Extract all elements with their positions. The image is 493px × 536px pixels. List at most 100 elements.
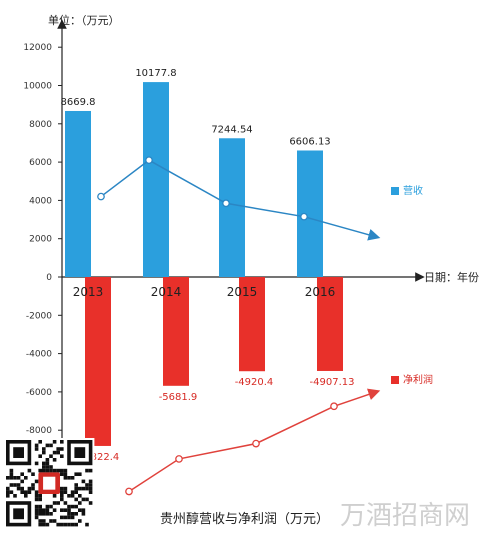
- qr-module: [49, 465, 53, 469]
- qr-module: [42, 512, 46, 516]
- legend-label: 净利润: [403, 373, 433, 386]
- revenue-bar: [65, 110, 91, 277]
- y-tick-label: 4000: [29, 196, 52, 206]
- qr-module: [38, 494, 42, 498]
- qr-module: [38, 497, 42, 502]
- qr-module: [78, 501, 82, 505]
- qr-module: [74, 490, 78, 494]
- qr-module: [74, 486, 78, 491]
- qr-module: [67, 508, 71, 512]
- qr-module: [31, 472, 35, 476]
- revenue-trend-point: [97, 192, 105, 201]
- qr-module: [56, 468, 60, 473]
- qr-module: [52, 450, 57, 455]
- qr-center-logo: [43, 476, 56, 490]
- qr-module: [63, 515, 68, 520]
- qr-module: [42, 461, 46, 466]
- qr-module: [20, 490, 24, 494]
- qr-module: [60, 494, 64, 498]
- qr-module: [38, 508, 42, 512]
- qr-module: [60, 454, 64, 458]
- y-tick-label: 12000: [23, 43, 52, 53]
- qr-module: [34, 508, 39, 512]
- profit-bar: [163, 277, 189, 386]
- qr-module: [24, 476, 28, 480]
- qr-module: [42, 508, 46, 512]
- y-tick-label: 10000: [23, 82, 52, 92]
- legend-swatch: [391, 376, 399, 384]
- qr-module: [52, 458, 57, 462]
- qr-module: [20, 486, 24, 491]
- qr-module: [52, 440, 57, 444]
- y-ticks: -8000 -6000 -4000 -2000 0 2000 4000 6000 8000 100…: [23, 43, 62, 436]
- qr-module: [16, 476, 21, 480]
- value-labels: 8669.8 10177.8 7244.54 6606.13 -8822.4 -5681.…: [61, 68, 355, 463]
- qr-finder: [13, 508, 24, 520]
- qr-module: [9, 483, 14, 487]
- qr-module: [56, 450, 60, 455]
- year-labels: 2013 2014 2015 2016: [73, 285, 336, 299]
- qr-module: [16, 486, 21, 491]
- qr-module: [31, 483, 35, 487]
- profit-trend-line: [128, 388, 381, 493]
- profit-trend-point: [125, 487, 133, 496]
- qr-module: [70, 490, 75, 494]
- qr-module: [45, 504, 50, 509]
- qr-module: [45, 512, 50, 516]
- bars: [65, 82, 343, 446]
- y-tick-label: -6000: [26, 388, 52, 398]
- qr-module: [74, 522, 78, 527]
- qr-module: [60, 447, 64, 451]
- legend-label: 营收: [403, 184, 423, 197]
- qr-module: [27, 490, 32, 494]
- qr-module: [88, 468, 93, 473]
- qr-module: [70, 476, 75, 480]
- qr-module: [81, 508, 86, 512]
- qr-module: [38, 512, 42, 516]
- qr-module: [63, 490, 68, 494]
- qr-module: [42, 468, 46, 473]
- qr-module: [60, 522, 64, 527]
- qr-module: [38, 504, 42, 509]
- qr-module: [38, 519, 42, 523]
- qr-module: [67, 512, 71, 516]
- profit-value-label: -4907.13: [310, 377, 355, 388]
- qr-module: [60, 472, 64, 476]
- qr-module: [9, 468, 14, 473]
- revenue-value-label: 10177.8: [135, 68, 176, 79]
- revenue-bar: [143, 82, 169, 278]
- qr-module: [13, 483, 17, 487]
- qr-module: [70, 512, 75, 516]
- y-tick-label: 0: [46, 273, 52, 283]
- profit-bar: [317, 277, 343, 371]
- qr-module: [67, 476, 71, 480]
- y-axis-title: 单位：（万元）: [48, 13, 120, 27]
- qr-module: [13, 476, 17, 480]
- qr-module: [78, 486, 82, 491]
- qr-module: [49, 504, 53, 509]
- revenue-trend-point: [222, 199, 230, 208]
- qr-module: [38, 468, 42, 473]
- qr-module: [81, 486, 86, 491]
- qr-module: [6, 490, 10, 494]
- revenue-trend-point: [300, 212, 308, 221]
- qr-module: [85, 522, 89, 527]
- qr-module: [38, 522, 42, 527]
- profit-trend-point: [175, 455, 183, 463]
- qr-module: [60, 490, 64, 494]
- profit-value-label: -5681.9: [159, 392, 198, 403]
- category-label: 2016: [305, 285, 336, 299]
- y-tick-label: -8000: [26, 426, 52, 436]
- qr-module: [20, 472, 24, 476]
- qr-module: [74, 497, 78, 502]
- qr-module: [34, 512, 39, 516]
- qr-module: [16, 483, 21, 487]
- profit-bar: [85, 277, 111, 446]
- qr-module: [24, 494, 28, 498]
- qr-module: [60, 468, 64, 473]
- qr-module: [63, 476, 68, 480]
- qr-module: [88, 501, 93, 505]
- profit-trend-point: [252, 439, 260, 448]
- x-axis-title: 日期：年份: [424, 270, 479, 284]
